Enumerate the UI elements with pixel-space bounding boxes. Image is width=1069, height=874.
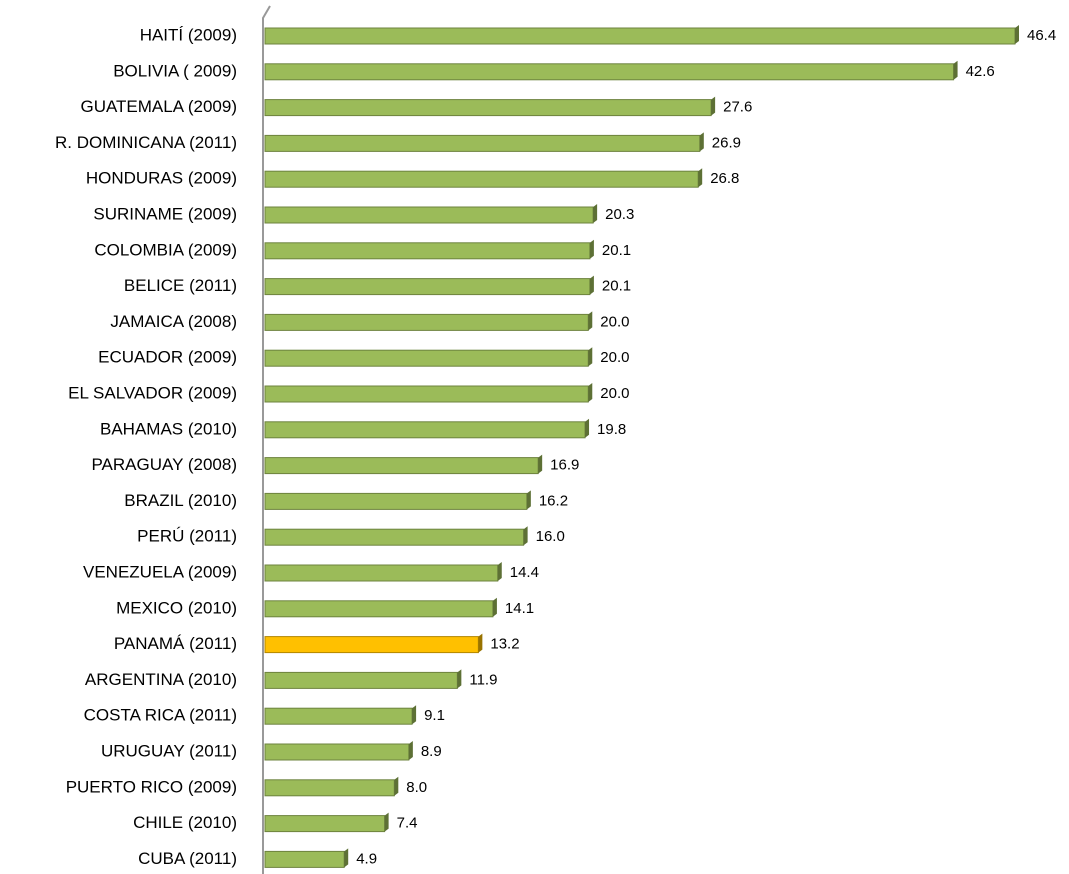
category-label: PUERTO RICO (2009) [66,777,237,796]
bar-side [588,383,593,402]
bar-side [408,741,413,760]
bar [264,27,1016,45]
category-label: R. DOMINICANA (2011) [55,133,237,152]
bar-side [457,669,462,689]
bar [264,278,591,296]
category-label: GUATEMALA (2009) [80,97,237,116]
category-label: EL SALVADOR (2009) [68,383,237,402]
bar-side [478,633,483,653]
bar [264,600,494,618]
bar [264,779,395,797]
category-label: HONDURAS (2009) [86,169,237,188]
value-label: 11.9 [469,671,497,688]
axis-line [262,5,271,874]
category-label: CUBA (2011) [138,849,237,868]
category-label: COLOMBIA (2009) [94,240,237,259]
value-label: 9.1 [424,707,445,724]
bar [264,815,386,833]
category-label: ARGENTINA (2010) [85,670,237,689]
value-label: 42.6 [966,63,995,80]
bar [264,636,479,654]
value-label: 14.4 [510,564,539,581]
bar-side [394,776,399,796]
bar-side [523,526,528,546]
category-label: JAMAICA (2008) [110,312,237,331]
bar [264,242,591,260]
value-label: 26.8 [710,170,739,187]
category-label: PERÚ (2011) [137,527,237,546]
value-label: 20.0 [600,313,629,330]
value-label: 14.1 [505,600,534,617]
category-label: COSTA RICA (2011) [84,706,237,725]
bar [264,99,712,117]
bar [264,707,413,725]
value-label: 20.1 [602,242,631,259]
value-label: 8.0 [406,779,427,796]
category-label: BELICE (2011) [124,276,237,295]
value-label: 4.9 [356,850,377,867]
bar [264,206,594,224]
bar-side [698,168,703,188]
value-label: 26.9 [712,134,741,151]
value-label: 8.9 [421,743,442,760]
category-label: PANAMÁ (2011) [114,634,237,653]
value-label: 20.0 [600,385,629,402]
category-label: PARAGUAY (2008) [91,455,237,474]
category-label: HAITÍ (2009) [140,25,237,44]
bar-side [589,275,594,295]
bar-side [526,490,531,510]
bar-side [588,347,593,367]
category-label: VENEZUELA (2009) [83,562,237,581]
category-label: MEXICO (2010) [116,598,237,617]
bar [264,743,410,761]
bar [264,564,499,582]
bar-side [538,454,543,474]
bar-side [699,132,704,152]
value-label: 46.4 [1027,27,1056,44]
bar [264,349,589,367]
bar-side [593,204,598,223]
value-label: 20.3 [605,206,634,223]
bar-side [589,239,594,259]
value-label: 7.4 [397,815,418,832]
bar [264,492,528,510]
bar-side [412,705,417,725]
bar [264,421,586,439]
value-label: 20.0 [600,349,629,366]
bar [264,528,525,546]
category-label: CHILE (2010) [133,813,237,832]
bar [264,170,699,188]
bar [264,671,458,689]
bar-side [588,311,593,331]
bar-side [953,60,958,80]
bar-side [384,812,389,832]
value-label: 27.6 [723,99,752,116]
value-label: 19.8 [597,421,626,438]
category-label: URUGUAY (2011) [101,741,237,760]
bar [264,134,701,152]
bar-side [585,418,590,438]
bar-side [492,597,497,617]
bar [264,385,589,403]
bar-side [711,96,716,116]
bar [264,63,955,81]
bar-side [497,562,502,581]
category-label: ECUADOR (2009) [98,348,237,367]
value-label: 16.0 [536,528,565,545]
bar [264,457,539,475]
value-label: 20.1 [602,278,631,295]
category-label: BAHAMAS (2010) [100,419,237,438]
bar-side [344,848,349,868]
bar [264,850,345,868]
category-label: SURINAME (2009) [93,204,237,223]
category-label: BOLIVIA ( 2009) [113,61,237,80]
value-label: 13.2 [490,636,519,653]
value-label: 16.9 [550,457,579,474]
value-label: 16.2 [539,492,568,509]
bar [264,313,589,331]
category-label: BRAZIL (2010) [124,491,237,510]
bar-side [1015,25,1019,44]
